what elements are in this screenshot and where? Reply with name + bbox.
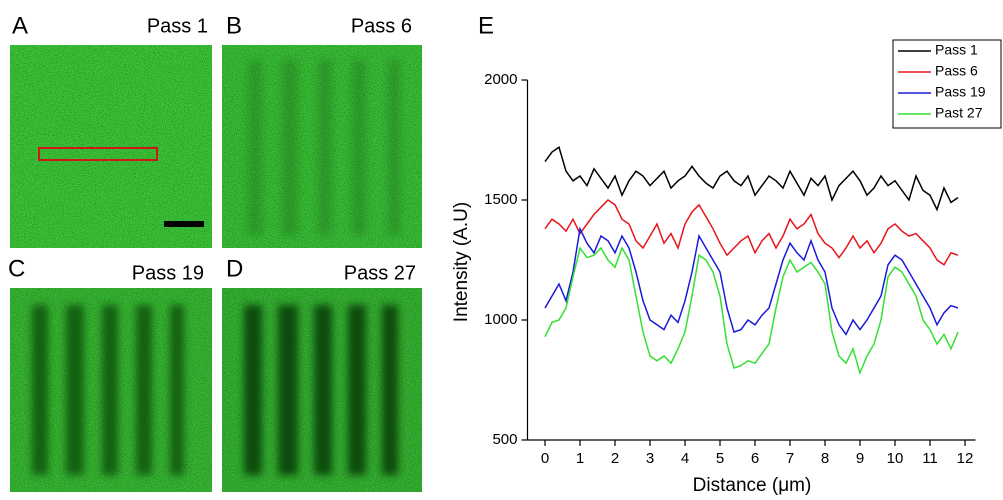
x-tick-label: 3 — [646, 450, 654, 467]
series-line — [544, 246, 959, 376]
panel-letter: D — [226, 255, 243, 282]
panel-d — [222, 288, 422, 492]
panel-letter: A — [12, 12, 28, 39]
legend-label: Pass 19 — [935, 84, 986, 100]
y-axis-label: Intensity (A.U) — [451, 202, 472, 322]
chart-title: E — [478, 12, 494, 39]
x-tick-label: 1 — [576, 450, 584, 467]
x-tick-label: 9 — [856, 450, 864, 467]
x-tick-label: 11 — [922, 450, 938, 467]
panel-label: Pass 19 — [132, 262, 204, 284]
x-tick-label: 4 — [681, 450, 689, 467]
series-line — [544, 199, 959, 266]
legend-label: Pass 6 — [935, 63, 978, 79]
panel-a — [10, 45, 212, 248]
series-line — [544, 145, 959, 212]
y-tick-label: 2000 — [484, 71, 517, 88]
y-tick-label: 500 — [492, 431, 517, 448]
x-tick-label: 7 — [786, 450, 794, 467]
panel-label: Pass 1 — [147, 15, 208, 37]
series-line — [544, 226, 959, 336]
panel-letter: B — [226, 12, 242, 39]
legend-label: Past 27 — [935, 105, 983, 121]
y-tick-label: 1500 — [484, 191, 517, 208]
x-tick-label: 12 — [957, 450, 974, 467]
x-tick-label: 6 — [751, 450, 759, 467]
x-tick-label: 0 — [541, 450, 549, 467]
panel-letter: C — [8, 255, 25, 282]
panel-label: Pass 6 — [351, 15, 412, 37]
x-tick-label: 10 — [887, 450, 904, 467]
panel-label: Pass 27 — [344, 262, 416, 284]
x-tick-label: 8 — [821, 450, 829, 467]
panel-b — [222, 45, 422, 248]
legend-label: Pass 1 — [935, 42, 978, 58]
x-tick-label: 5 — [716, 450, 724, 467]
x-axis-label: Distance (μm) — [693, 475, 812, 496]
x-tick-label: 2 — [611, 450, 619, 467]
panel-c — [10, 288, 212, 492]
y-tick-label: 1000 — [484, 311, 517, 328]
